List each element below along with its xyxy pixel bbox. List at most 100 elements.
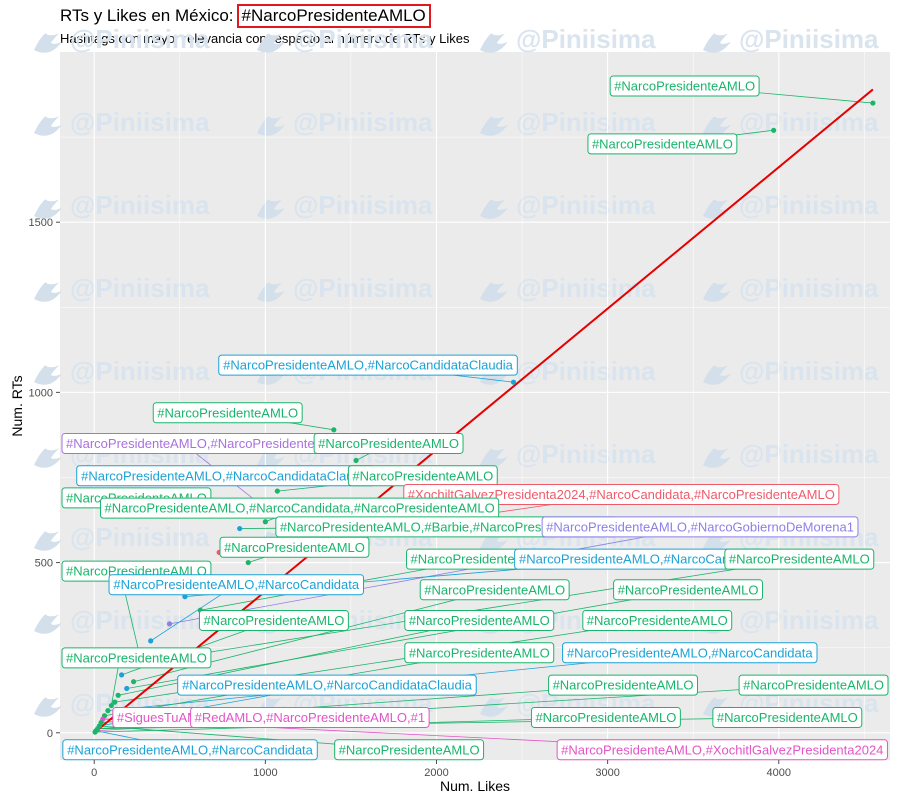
data-label-text: #NarcoPresidenteAMLO: [614, 79, 755, 94]
watermark-tile: @Piniisima: [703, 439, 879, 469]
data-label-text: #NarcoPresidenteAMLO,#NarcoCandidata: [113, 577, 359, 592]
bird-icon: [34, 116, 62, 136]
watermark-text: @Piniisima: [70, 190, 210, 220]
watermark-text: @Piniisima: [293, 24, 433, 54]
data-point: [274, 488, 280, 494]
watermark-text: @Piniisima: [516, 24, 656, 54]
data-label-box: [712, 706, 863, 728]
data-label-text: #NarcoPresidenteAMLO,#NarcoCandidataClau…: [223, 358, 514, 373]
bird-icon: [703, 116, 731, 136]
watermark-tile: @Piniisima: [34, 190, 210, 220]
data-label: #NarcoPresidenteAMLO,#NarcoCandidata,#Na…: [99, 497, 500, 519]
watermark-text: @Piniisima: [70, 273, 210, 303]
data-label: #NarcoPresidenteAMLO,#NarcoCandidata: [108, 574, 364, 596]
data-label-text: #NarcoPresidenteAMLO,#NarcoCandidata: [67, 742, 313, 757]
watermark-tile: @Piniisima: [34, 605, 210, 635]
data-point: [331, 427, 337, 433]
bird-icon: [34, 531, 62, 551]
data-label-box: [190, 706, 430, 728]
data-label-text: #NarcoPresidenteAMLO: [409, 645, 550, 660]
watermark-tile: @Piniisima: [703, 190, 879, 220]
data-label: #NarcoPresidenteAMLO: [419, 579, 570, 601]
watermark-text: @Piniisima: [293, 273, 433, 303]
data-point: [112, 699, 118, 705]
watermark-text: @Piniisima: [293, 107, 433, 137]
data-label-box: [198, 609, 349, 631]
data-label-text: #NarcoPresidenteAMLO: [618, 582, 759, 597]
data-label: #NarcoPresidenteAMLO: [712, 706, 863, 728]
bird-icon: [703, 365, 731, 385]
label-leader-line: [126, 589, 689, 689]
data-label-box: [61, 647, 212, 669]
data-label: #NarcoPresidenteAMLO,#NarcoGobiernoDeMor…: [541, 516, 859, 538]
bird-icon: [480, 199, 508, 219]
bird-icon: [34, 614, 62, 634]
data-point: [771, 127, 777, 133]
data-label-text: #NarcoPresidenteAMLO: [66, 650, 207, 665]
data-point: [870, 100, 876, 106]
data-label: #NarcoPresidenteAMLO,#NarcoCandidataClau…: [76, 465, 376, 487]
data-label: #NarcoPresidenteAMLO: [334, 739, 485, 761]
watermark-text: @Piniisima: [739, 190, 879, 220]
data-label-text: #NarcoPresidenteAMLO: [318, 436, 459, 451]
data-label: #NarcoPresidenteAMLO: [724, 548, 875, 570]
watermark-tile: @Piniisima: [257, 107, 433, 137]
data-label-box: [313, 432, 464, 454]
data-label-text: #NarcoPresidenteAMLO: [587, 613, 728, 628]
bird-icon: [480, 33, 508, 53]
data-label: #NarcoPresidenteAMLO: [347, 465, 498, 487]
data-label-box: [613, 579, 764, 601]
data-label: #NarcoPresidenteAMLO,#NarcoCandidata: [562, 642, 818, 664]
data-label-box: [738, 674, 889, 696]
data-point: [119, 672, 125, 678]
data-point: [105, 708, 111, 714]
data-label: #NarcoPresidenteAMLO,#NarcoPresidenteAML…: [61, 432, 356, 454]
data-label-text: #NarcoPresidenteAMLO,#NarcoCandidata,#Na…: [104, 501, 494, 516]
watermark-tile: @Piniisima: [34, 273, 210, 303]
data-label-text: #NarcoPresidenteAMLO: [424, 582, 565, 597]
data-label-text: #NarcoPresidenteAMLO: [352, 468, 493, 483]
data-point: [166, 621, 173, 627]
watermark-tile: @Piniisima: [480, 439, 656, 469]
data-point: [92, 729, 98, 735]
data-label-box: [530, 706, 681, 728]
data-label: #NarcoPresidenteAMLO: [530, 706, 681, 728]
data-label-text: #NarcoPresidenteAMLO,#NarcoCandidataClau…: [81, 468, 372, 483]
watermark-tile: @Piniisima: [34, 107, 210, 137]
watermark-text: @Piniisima: [516, 439, 656, 469]
data-label: #NarcoPresidenteAMLO,#Barbie,#NarcoPresi…: [275, 516, 619, 538]
watermark-text: @Piniisima: [516, 190, 656, 220]
bird-icon: [257, 199, 285, 219]
x-tick-label: 3000: [595, 767, 619, 779]
data-label-text: #NarcoPresidenteAMLO: [224, 540, 365, 555]
watermark-tile: @Piniisima: [257, 24, 433, 54]
x-tick-label: 1000: [253, 767, 277, 779]
watermark-text: @Piniisima: [70, 356, 210, 386]
data-label-box: [724, 548, 875, 570]
data-point: [510, 379, 517, 385]
data-label-text: #NarcoPresidenteAMLO,#NarcoCandidata: [567, 645, 813, 660]
data-label-text: #NarcoPresidenteAMLO: [592, 136, 733, 151]
watermark-text: @Piniisima: [739, 273, 879, 303]
data-label: #NarcoPresidenteAMLO: [198, 609, 349, 631]
data-label: #NarcoPresidenteAMLO,#NarcoCandidata: [62, 739, 318, 761]
data-label: #NarcoPresidenteAMLO: [609, 75, 760, 97]
x-tick-label: 0: [91, 767, 97, 779]
data-label-box: [108, 574, 364, 596]
data-label: #NarcoPresidenteAMLO: [313, 432, 464, 454]
data-label-text: #XochiltGalvezPresidenta2024,#NarcoCandi…: [408, 487, 835, 502]
y-tick-label: 1000: [29, 387, 53, 399]
data-label-text: #NarcoPresidenteAMLO: [203, 613, 344, 628]
data-label: #NarcoPresidenteAMLO,#NarcoCandidata: [514, 548, 770, 570]
data-label-box: [556, 739, 888, 761]
data-label: #NarcoPresidenteAMLO,#XochitlGalvezPresi…: [556, 739, 888, 761]
data-label-text: #NarcoPresidenteAMLO,#XochitlGalvezPresi…: [561, 742, 883, 757]
data-label-text: #NarcoPresidenteAMLO: [339, 742, 480, 757]
bird-icon: [703, 33, 731, 53]
bird-icon: [703, 282, 731, 302]
data-label-text: #NarcoPresidenteAMLO: [717, 710, 858, 725]
data-point: [237, 525, 243, 532]
data-label-text: #NarcoPresidenteAMLO: [535, 710, 676, 725]
y-tick-label: 500: [35, 558, 53, 570]
y-axis-title: Num. RTs: [9, 375, 25, 436]
